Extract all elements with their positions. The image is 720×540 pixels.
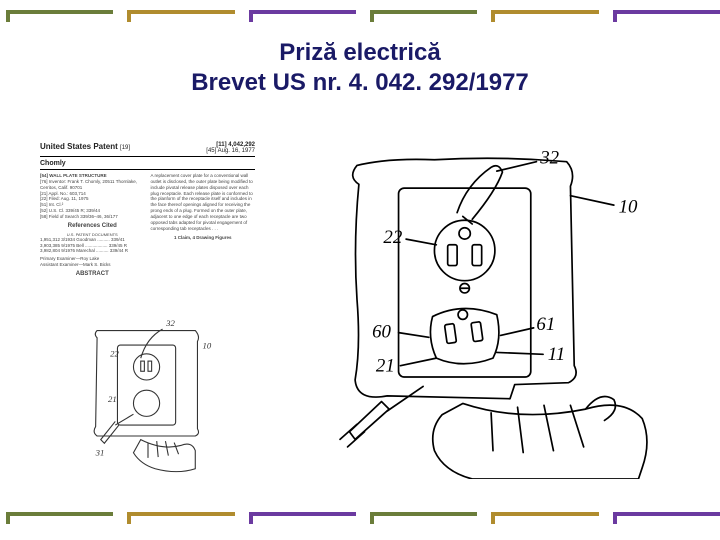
slide-title: Priză electrică Brevet US nr. 4. 042. 29… [0, 38, 720, 98]
tick [613, 512, 720, 524]
tick [370, 10, 477, 22]
patent-body-columns: [54] WALL PLATE STRUCTURE [76] Inventor:… [40, 173, 255, 280]
label-32: 32 [165, 318, 175, 328]
top-tick-row [0, 10, 720, 28]
patent-large-drawing: 32 10 22 60 61 21 11 [330, 139, 690, 479]
label-11: 11 [548, 344, 565, 365]
patent-ref: 3,982,804 9/1976 Marechal .......... 339… [40, 248, 145, 254]
tick [127, 512, 234, 524]
tick [613, 10, 720, 22]
label-22: 22 [383, 227, 402, 248]
label-10: 10 [202, 341, 211, 351]
tick [249, 10, 356, 22]
patent-examiner: Primary Examiner—Roy Lake Assistant Exam… [40, 256, 145, 268]
patent-small-drawing: 32 10 22 21 31 [73, 316, 223, 476]
bottom-tick-row [0, 512, 720, 530]
title-line-1: Priză electrică [0, 38, 720, 68]
patent-claims-line: 1 Claim, 4 Drawing Figures [151, 235, 256, 241]
patent-abstract-heading: ABSTRACT [40, 271, 145, 279]
label-21: 21 [108, 394, 117, 404]
label-61: 61 [536, 314, 555, 335]
label-32: 32 [539, 148, 559, 169]
content-area: United States Patent [19] [11] 4,042,292… [30, 118, 690, 500]
tick [127, 10, 234, 22]
patent-abstract-text: A replacement cover plate for a conventi… [151, 173, 256, 231]
tick [6, 512, 113, 524]
tick [370, 512, 477, 524]
label-31: 31 [94, 448, 104, 458]
label-60: 60 [372, 321, 391, 342]
tick [249, 512, 356, 524]
patent-header-right-bottom: [45] Aug. 16, 1977 [206, 148, 255, 154]
title-line-2: Brevet US nr. 4. 042. 292/1977 [0, 68, 720, 98]
patent-inventor-field: [76] Inventor: Frank T. Chomly, 20511 Th… [40, 179, 145, 191]
tick [491, 512, 598, 524]
label-21: 21 [376, 355, 395, 376]
label-10: 10 [619, 197, 638, 218]
patent-header-num: [19] [120, 145, 130, 151]
patent-header: United States Patent [19] [11] 4,042,292… [40, 142, 255, 157]
patent-page: United States Patent [19] [11] 4,042,292… [30, 134, 265, 484]
tick [6, 10, 113, 22]
patent-field-search: [58] Field of Search 339/36–46, 36/177 [40, 214, 145, 220]
tick [491, 10, 598, 22]
patent-inventor-name: Chomly [40, 160, 255, 167]
label-22: 22 [110, 349, 119, 359]
patent-header-left: United States Patent [40, 142, 118, 151]
patent-refs-heading: References Cited [40, 223, 145, 231]
